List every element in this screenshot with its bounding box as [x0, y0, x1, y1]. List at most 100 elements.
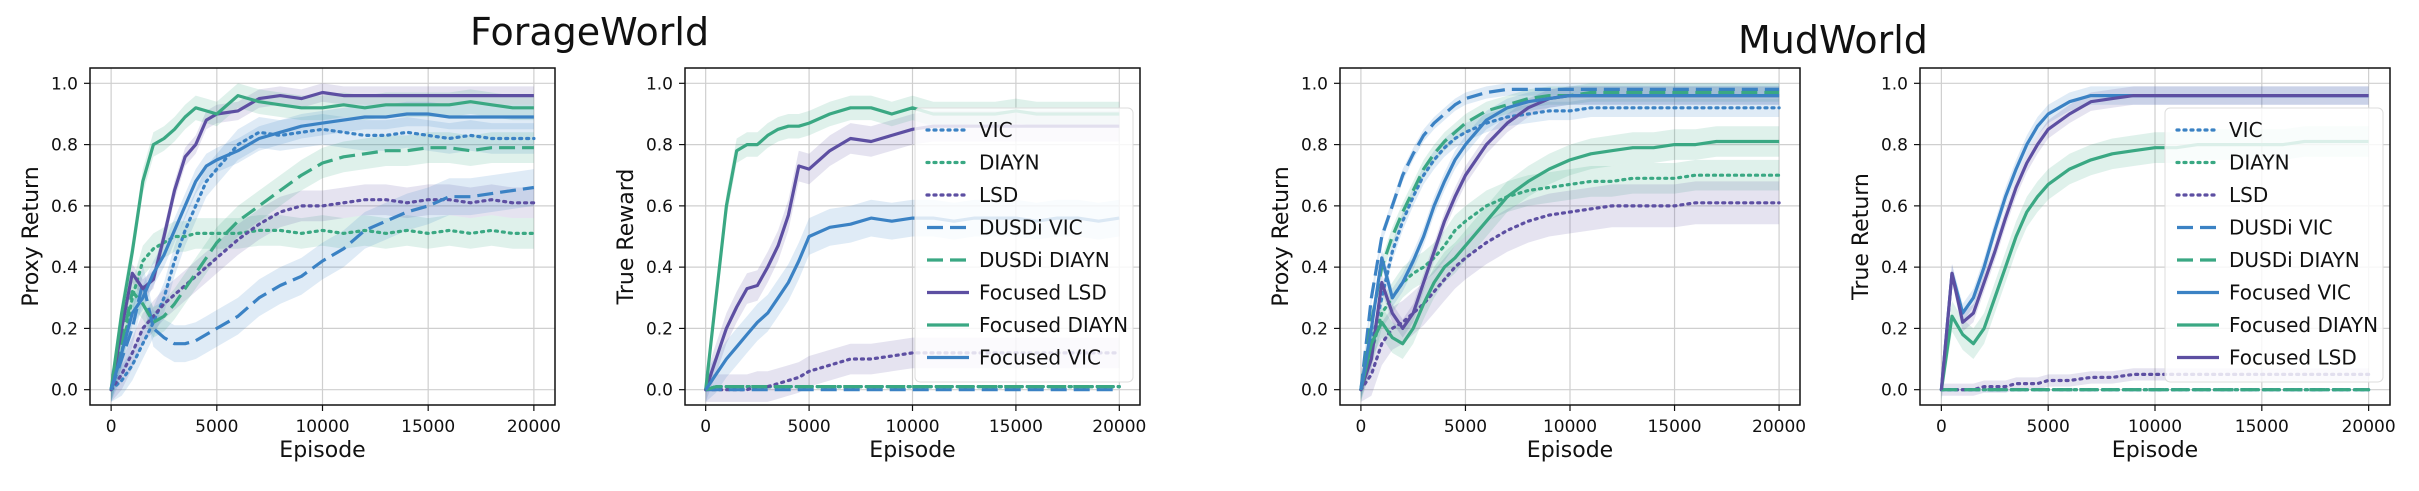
y-tick-label: 0.4 — [1881, 258, 1908, 278]
x-tick-label: 15000 — [401, 417, 455, 437]
y-tick-label: 0.6 — [1301, 197, 1328, 217]
series-lines — [109, 90, 536, 392]
y-tick-label: 0.2 — [1881, 319, 1908, 339]
x-axis-label: Episode — [1527, 438, 1613, 463]
legend-label-focused-vic: Focused VIC — [2229, 281, 2351, 305]
series-focused-vic — [109, 112, 534, 391]
band-dusdi-vic — [111, 169, 534, 402]
legend-label-focused-lsd: Focused LSD — [979, 281, 1107, 305]
x-tick-label: 0 — [106, 417, 117, 437]
series-dusdi-diayn — [1359, 90, 1780, 390]
x-tick-label: 15000 — [1647, 417, 1701, 437]
confidence-bands — [111, 83, 534, 402]
legend: VIC DIAYN LSD DUSDi VIC DUSDi DIAYN Focused L… — [914, 107, 1134, 383]
legend-label-dusdi-vic: DUSDi VIC — [2229, 216, 2333, 240]
y-tick-label: 0.0 — [51, 381, 78, 401]
y-tick-label: 0.6 — [51, 197, 78, 217]
legend-label-vic: VIC — [979, 118, 1013, 142]
chart-mud-proxy: 0.0 0.2 0.4 0.6 0.8 1.0 0 5000 10000 15000 20000 Ep… — [1269, 67, 1806, 463]
x-tick-label: 15000 — [2235, 417, 2289, 437]
series-focused-vic — [1359, 94, 1780, 390]
band-lsd — [111, 184, 534, 402]
series-lsd — [109, 198, 536, 392]
band-diayn — [111, 215, 534, 402]
series-dusdi-diayn — [705, 385, 1120, 392]
y-axis-label: Proxy Return — [19, 166, 44, 306]
y-tick-label: 1.0 — [646, 74, 673, 94]
legend: VIC DIAYN LSD DUSDi VIC DUSDi DIAYN Focused V… — [2164, 107, 2384, 383]
y-tick-label: 0.6 — [1881, 197, 1908, 217]
legend-label-lsd: LSD — [2229, 183, 2268, 207]
legend-label-dusdi-vic: DUSDi VIC — [979, 216, 1083, 240]
x-tick-label: 10000 — [1543, 417, 1597, 437]
y-tick-label: 0.0 — [1881, 381, 1908, 401]
y-tick-label: 1.0 — [1881, 74, 1908, 94]
legend-label-focused-lsd: Focused LSD — [2229, 346, 2357, 370]
axes: 0.0 0.2 0.4 0.6 0.8 1.0 0 5000 10000 15000 20000 Ep… — [614, 74, 1146, 463]
series-lines — [1359, 87, 1781, 392]
legend-label-focused-diayn: Focused DIAYN — [2229, 313, 2378, 337]
y-tick-label: 1.0 — [1301, 74, 1328, 94]
band-focused-vic — [705, 199, 1120, 402]
x-tick-label: 0 — [1355, 417, 1366, 437]
series-focused-lsd — [1939, 94, 2369, 390]
x-tick-label: 0 — [700, 417, 711, 437]
chart-forage-true: 0.0 0.2 0.4 0.6 0.8 1.0 0 5000 10000 15000 20000 Ep… — [614, 67, 1146, 463]
legend-label-dusdi-diayn: DUSDi DIAYN — [2229, 248, 2360, 272]
series-lsd — [1939, 372, 2371, 392]
series-focused-diayn — [1359, 139, 1780, 391]
x-tick-label: 10000 — [885, 417, 939, 437]
y-tick-label: 0.2 — [51, 319, 78, 339]
chart-mud-true: 0.0 0.2 0.4 0.6 0.8 1.0 0 5000 10000 15000 20000 Ep… — [1849, 67, 2396, 463]
x-tick-label: 5000 — [195, 417, 238, 437]
y-axis-label: True Return — [1849, 173, 1874, 301]
chart-forage-proxy: 0.0 0.2 0.4 0.6 0.8 1.0 0 5000 10000 15000 20000 Ep… — [19, 67, 561, 463]
y-tick-label: 0.2 — [1301, 319, 1328, 339]
x-axis-label: Episode — [2112, 438, 2198, 463]
legend-box — [2164, 107, 2384, 383]
x-tick-label: 0 — [1936, 417, 1947, 437]
series-dusdi-vic — [1359, 87, 1780, 390]
legend-label-focused-diayn: Focused DIAYN — [979, 313, 1128, 337]
axes: 0.0 0.2 0.4 0.6 0.8 1.0 0 5000 10000 15000 20000 Ep… — [19, 74, 561, 463]
series-dusdi-diayn — [109, 146, 534, 391]
grid — [1340, 68, 1800, 405]
series-focused-diayn — [109, 94, 534, 390]
series-vic — [1359, 106, 1781, 392]
band-vic — [111, 114, 534, 402]
axes: 0.0 0.2 0.4 0.6 0.8 1.0 0 5000 10000 15000 20000 Ep… — [1269, 74, 1806, 463]
x-tick-label: 10000 — [295, 417, 349, 437]
legend-label-diayn: DIAYN — [2229, 151, 2290, 175]
y-tick-label: 0.8 — [646, 136, 673, 156]
legend-label-vic: VIC — [2229, 118, 2263, 142]
legend-label-focused-vic: Focused VIC — [979, 346, 1101, 370]
series-lines — [1939, 94, 2371, 392]
x-axis-label: Episode — [279, 438, 365, 463]
x-tick-label: 20000 — [507, 417, 561, 437]
y-tick-label: 0.4 — [1301, 258, 1328, 278]
title-foragworld: ForageWorld — [470, 10, 710, 54]
x-tick-label: 20000 — [1752, 417, 1806, 437]
y-tick-label: 0.6 — [646, 197, 673, 217]
band-focused-lsd — [705, 110, 1120, 402]
series-lsd — [1359, 201, 1781, 392]
legend-label-dusdi-diayn: DUSDi DIAYN — [979, 248, 1110, 272]
x-tick-label: 20000 — [1092, 417, 1146, 437]
y-tick-label: 0.8 — [1301, 136, 1328, 156]
grid — [90, 68, 555, 405]
y-tick-label: 0.2 — [646, 319, 673, 339]
y-tick-label: 0.4 — [646, 258, 673, 278]
x-tick-label: 5000 — [787, 417, 830, 437]
series-diayn — [109, 228, 536, 392]
x-tick-label: 15000 — [989, 417, 1043, 437]
legend-label-lsd: LSD — [979, 183, 1018, 207]
legend-box — [914, 107, 1134, 383]
x-axis-label: Episode — [869, 438, 955, 463]
band-dusdi-diayn — [111, 132, 534, 402]
x-tick-label: 10000 — [2128, 417, 2182, 437]
y-tick-label: 0.8 — [1881, 136, 1908, 156]
series-lsd — [704, 351, 1121, 392]
series-dusdi-vic — [109, 185, 535, 391]
y-tick-label: 0.0 — [646, 381, 673, 401]
